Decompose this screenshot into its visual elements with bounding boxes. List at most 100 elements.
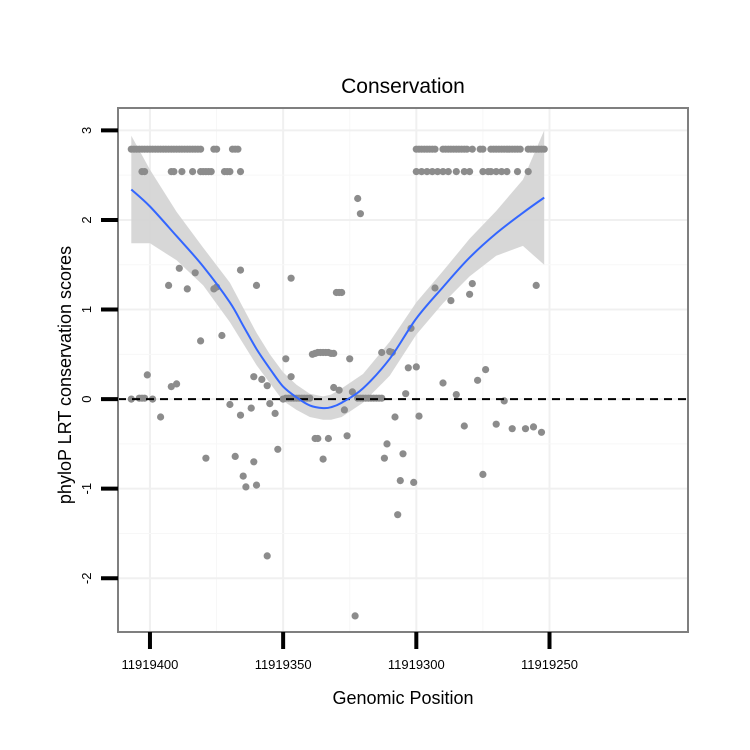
data-point (213, 145, 221, 153)
confidence-ribbon (131, 130, 545, 420)
data-point (340, 406, 348, 414)
data-point (274, 445, 282, 453)
data-point (466, 168, 474, 176)
y-tick-label: 1 (79, 306, 94, 313)
data-point (447, 297, 455, 305)
data-point (197, 145, 205, 153)
x-tick-label: 11919350 (255, 657, 312, 672)
x-tick-label: 11919400 (122, 657, 179, 672)
data-point (231, 452, 239, 460)
data-point (236, 266, 245, 274)
data-point (482, 366, 490, 374)
data-point (266, 400, 274, 408)
data-point (335, 386, 343, 394)
data-point (540, 145, 548, 153)
data-point (524, 168, 532, 176)
y-axis-label: phyloP LRT conservation scores (55, 246, 75, 504)
chart-title: Conservation (341, 75, 465, 98)
data-point (202, 454, 210, 462)
data-point (127, 395, 135, 403)
data-point (498, 168, 506, 176)
data-point (503, 168, 511, 176)
data-point (466, 290, 474, 298)
data-point (415, 412, 423, 420)
data-point (410, 478, 418, 486)
data-point (402, 390, 410, 398)
data-point (157, 413, 165, 421)
y-tick-label: -2 (79, 573, 94, 585)
data-point (252, 281, 261, 289)
data-point (521, 425, 530, 433)
y-tick-label: 3 (79, 127, 94, 134)
data-point (513, 168, 522, 176)
data-point (324, 434, 332, 443)
data-point (141, 168, 149, 176)
data-point (247, 404, 255, 412)
data-point (423, 168, 431, 176)
data-point (236, 168, 245, 176)
data-point (143, 371, 151, 379)
data-point (428, 168, 436, 176)
data-point (479, 145, 487, 153)
data-point (175, 264, 183, 272)
data-point (399, 450, 407, 458)
data-point (178, 168, 186, 176)
data-point (439, 168, 447, 176)
data-point (330, 383, 338, 392)
data-point (239, 472, 247, 480)
data-point (226, 400, 234, 409)
data-point (431, 284, 439, 292)
data-point (487, 168, 495, 176)
x-tick-label: 11919300 (388, 657, 445, 672)
data-point (537, 428, 546, 436)
x-axis: 11919400 11919350 11919300 11919250 (122, 632, 578, 672)
data-point (207, 168, 215, 176)
data-point (378, 394, 386, 402)
data-point (173, 380, 181, 388)
data-point (287, 274, 295, 282)
data-point (343, 432, 351, 440)
data-point (394, 511, 402, 519)
data-point (463, 145, 471, 153)
data-point (412, 168, 420, 176)
data-point (452, 391, 460, 399)
data-point (252, 481, 261, 489)
data-point (226, 168, 234, 176)
data-point (383, 440, 391, 448)
data-point (452, 168, 460, 176)
data-point (282, 355, 290, 363)
data-point (404, 364, 412, 372)
data-point (460, 168, 468, 176)
x-tick-label: 11919250 (521, 657, 578, 672)
data-point (479, 168, 487, 176)
data-point (439, 379, 447, 387)
data-point (351, 612, 359, 620)
data-point (170, 168, 178, 176)
data-point (314, 434, 322, 443)
data-point (492, 420, 500, 428)
data-point (468, 280, 476, 288)
data-point (412, 363, 420, 371)
data-point (271, 409, 279, 417)
data-point (258, 375, 266, 383)
data-point (346, 355, 354, 363)
y-tick-label: 0 (79, 395, 94, 402)
data-point (263, 552, 271, 560)
data-point (189, 168, 197, 176)
data-point (330, 349, 338, 357)
data-point (532, 281, 540, 289)
data-point (242, 483, 250, 491)
data-point (529, 423, 538, 431)
data-point (508, 425, 516, 433)
data-point (434, 168, 442, 176)
data-point (236, 411, 245, 419)
data-point (183, 285, 191, 293)
data-point (396, 477, 404, 485)
panel-border (117, 107, 689, 633)
data-point (250, 458, 258, 466)
data-point (263, 382, 271, 390)
data-point (431, 145, 439, 153)
data-point (319, 455, 327, 463)
y-tick-label: -1 (79, 483, 94, 495)
